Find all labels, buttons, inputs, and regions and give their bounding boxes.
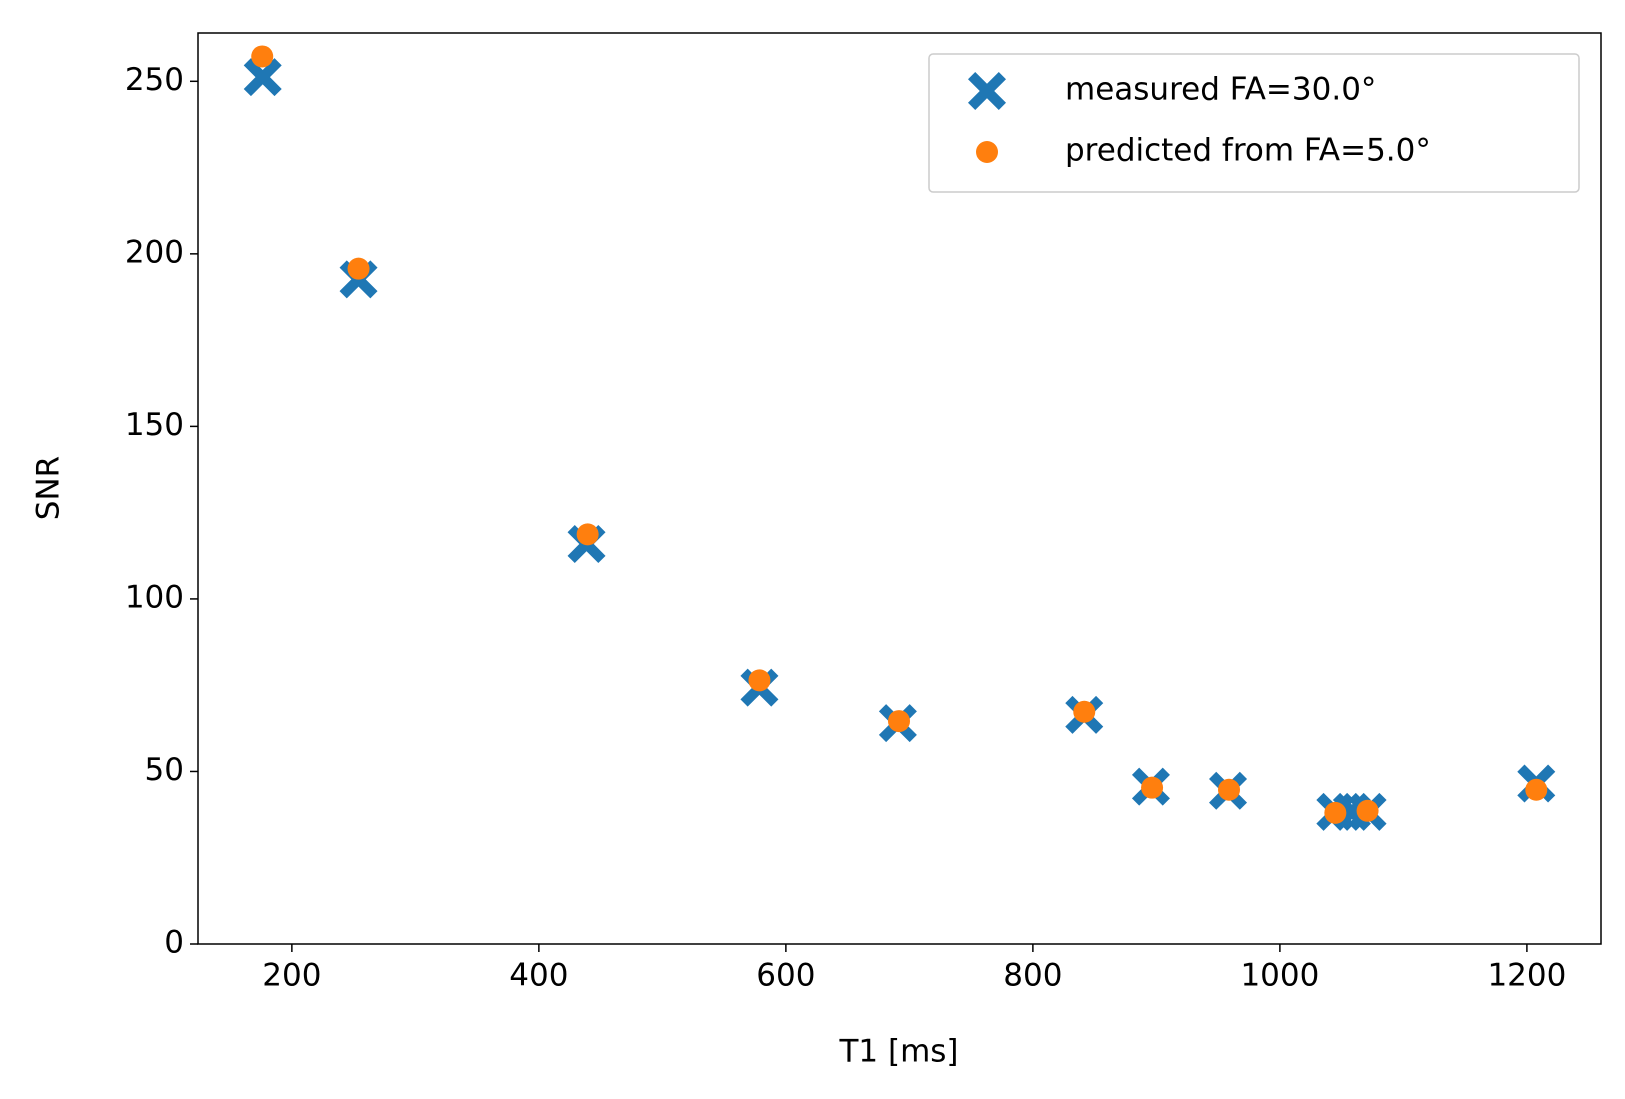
legend: measured FA=30.0° predicted from FA=5.0° — [928, 53, 1580, 193]
x-marker — [968, 72, 1006, 110]
x-marker — [243, 58, 282, 97]
x-axis-label: T1 [ms] — [838, 1034, 958, 1070]
dot-marker — [1073, 700, 1096, 723]
dot-marker — [576, 523, 599, 546]
dot-marker — [1218, 778, 1241, 801]
legend-box — [928, 53, 1580, 193]
dot-marker — [1356, 799, 1379, 822]
x-tick-label: 600 — [756, 958, 815, 994]
dot-marker — [1525, 778, 1548, 801]
legend-label: predicted from FA=5.0° — [1065, 133, 1431, 169]
y-tick-label: 250 — [125, 62, 184, 98]
dot-marker — [976, 141, 998, 163]
x-tick-label: 1000 — [1240, 958, 1319, 994]
dot-marker — [251, 45, 274, 68]
x-tick-label: 800 — [1003, 958, 1062, 994]
dot-marker — [1324, 801, 1347, 824]
legend-label: measured FA=30.0° — [1065, 72, 1376, 108]
y-axis-label: SNR — [31, 456, 67, 520]
dot-marker — [888, 710, 911, 733]
x-tick-label: 1200 — [1487, 958, 1566, 994]
x-tick-label: 200 — [262, 958, 321, 994]
y-tick-label: 50 — [145, 752, 184, 788]
y-tick-label: 100 — [125, 579, 184, 615]
plot-frame — [197, 32, 1602, 945]
dot-marker — [748, 669, 771, 692]
y-tick-label: 200 — [125, 234, 184, 270]
x-tick-label: 400 — [509, 958, 568, 994]
y-tick-label: 0 — [164, 925, 184, 961]
y-tick-label: 150 — [125, 407, 184, 443]
dot-marker — [347, 257, 370, 280]
dot-marker — [1141, 776, 1164, 799]
